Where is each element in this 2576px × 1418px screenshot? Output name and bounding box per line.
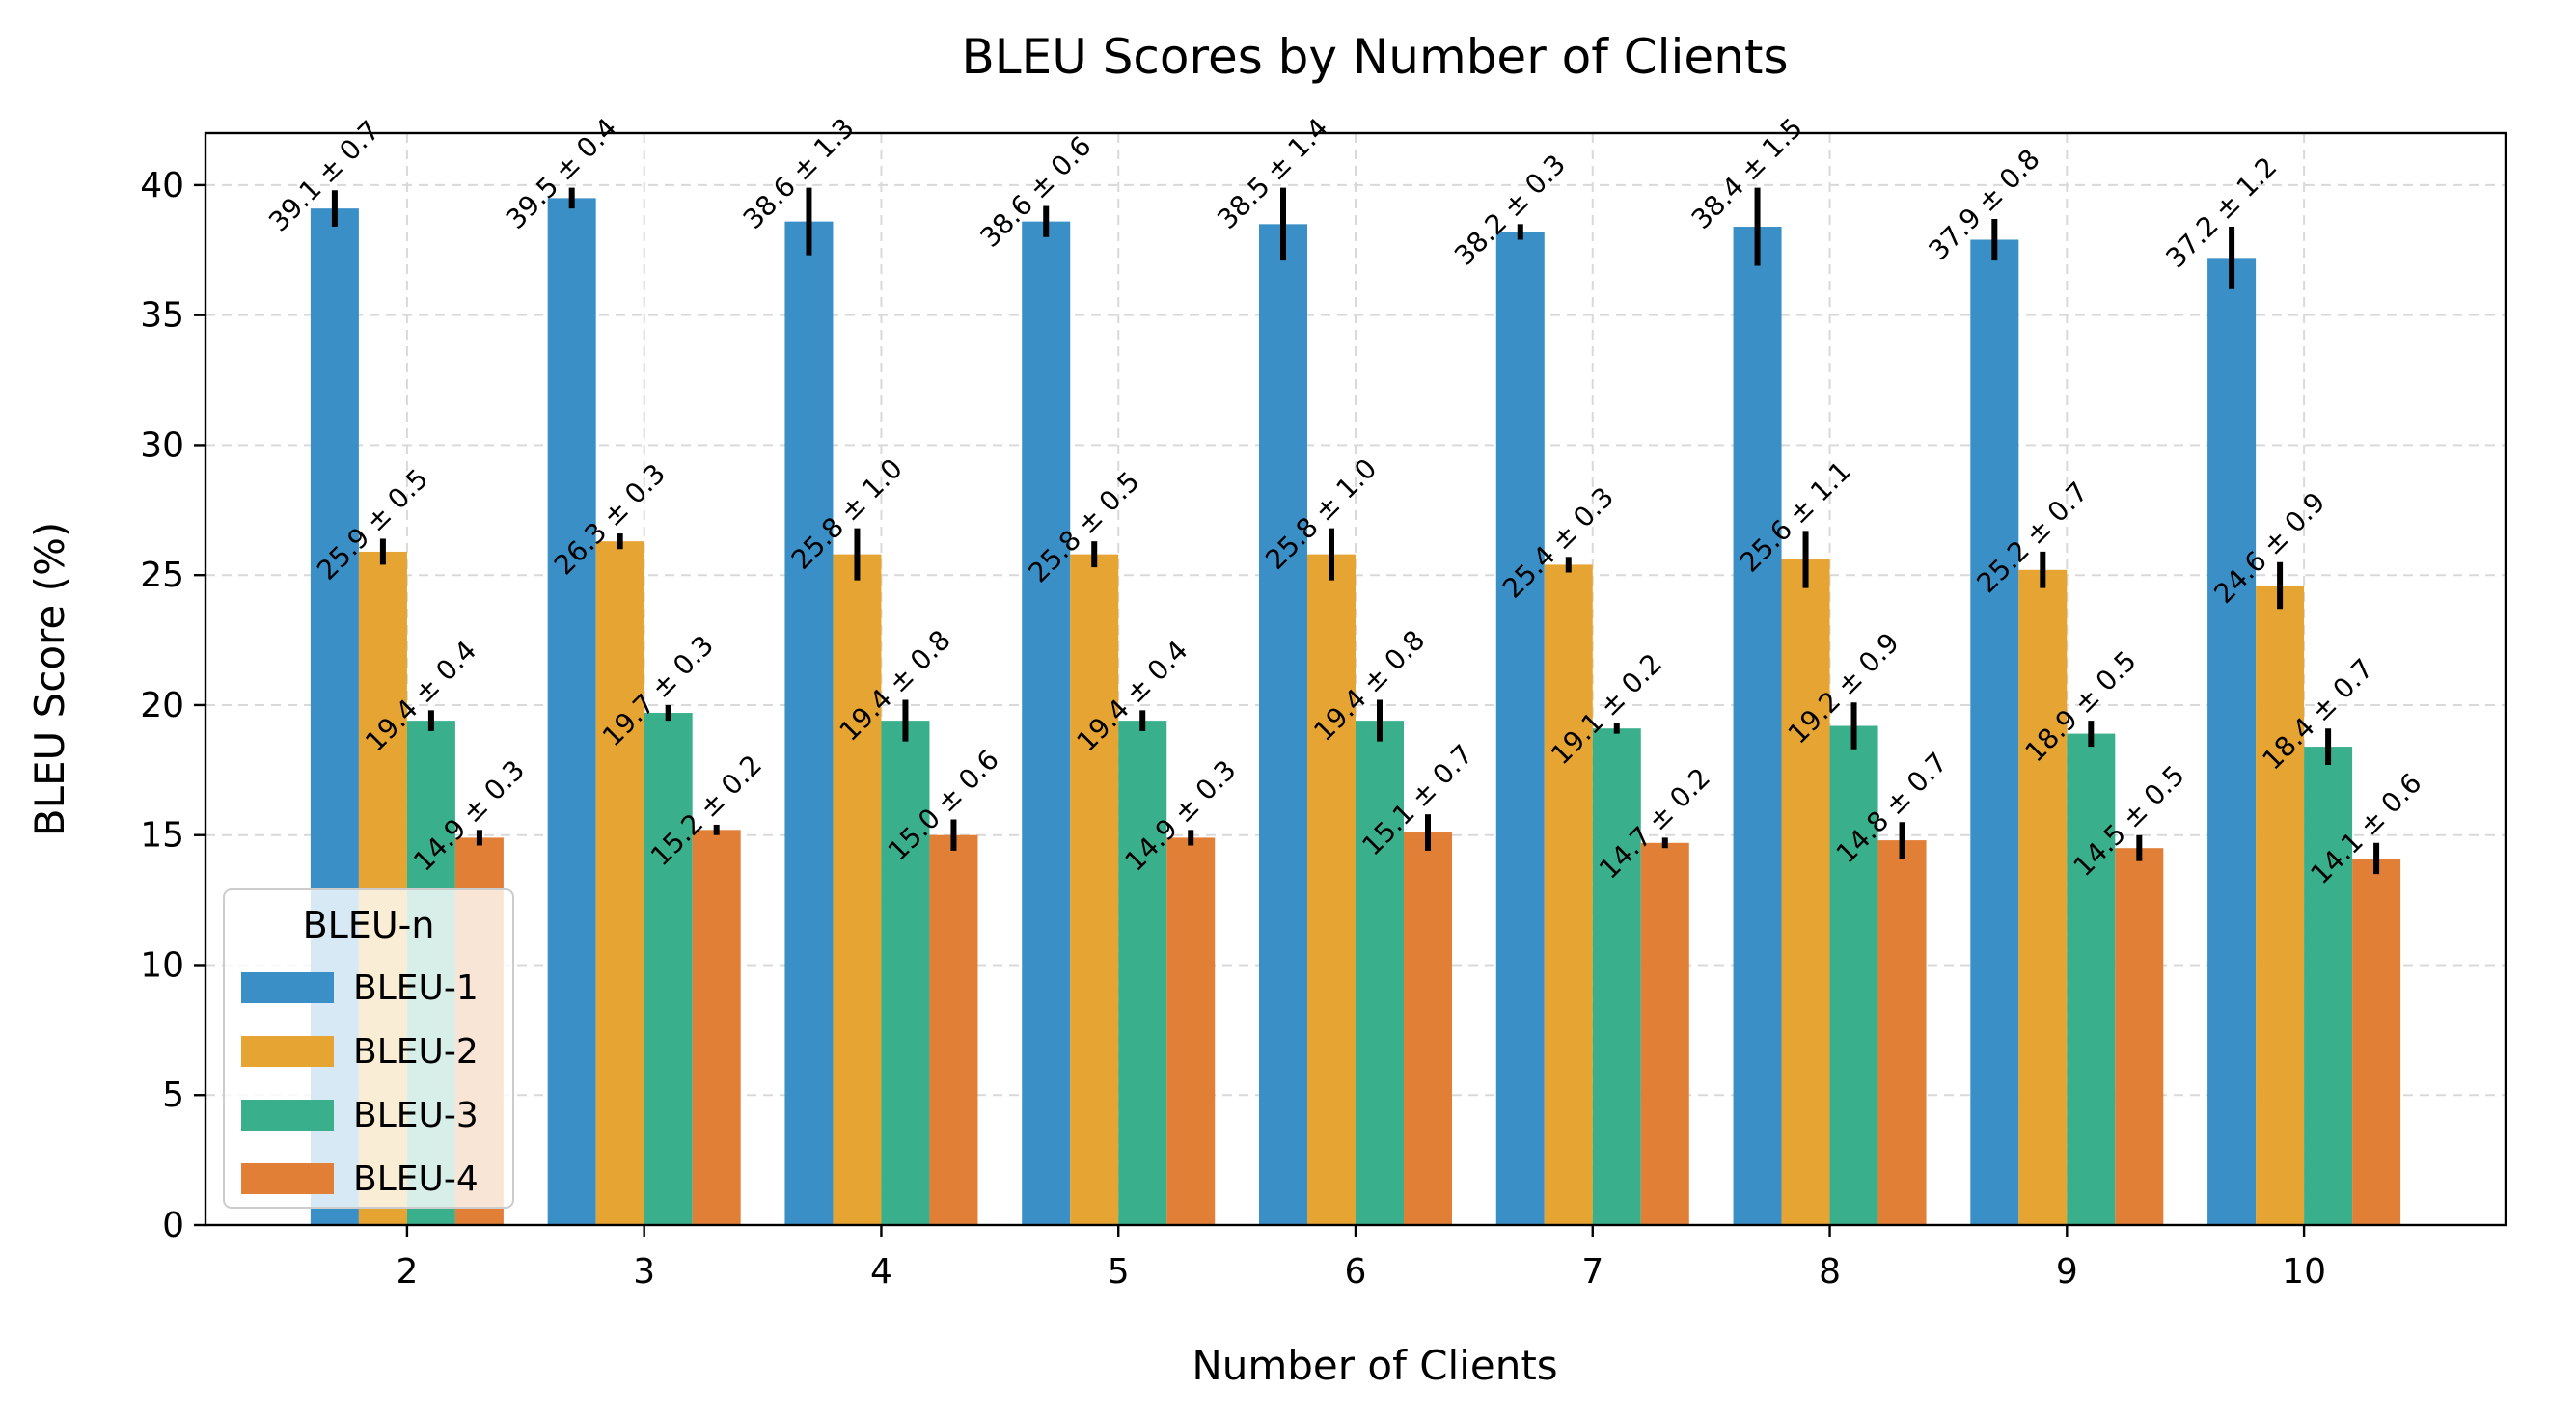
bar — [1592, 728, 1641, 1225]
y-tick-label: 35 — [140, 296, 184, 336]
bar — [1259, 224, 1307, 1225]
data-label: 37.2 ± 1.2 — [2159, 150, 2283, 274]
legend-item-label: BLEU-2 — [353, 1032, 479, 1072]
bar — [833, 554, 882, 1225]
x-tick-label: 4 — [870, 1252, 892, 1292]
x-tick-label: 9 — [2056, 1252, 2078, 1292]
x-axis-label: Number of Clients — [1192, 1342, 1557, 1389]
x-axis: 2 3 4 5 6 7 8 9 10 — [396, 1225, 2326, 1292]
x-tick-label: 8 — [1819, 1252, 1841, 1292]
legend-swatch — [241, 1100, 334, 1131]
x-tick-label: 6 — [1345, 1252, 1367, 1292]
bar — [1733, 227, 1782, 1225]
y-axis: 0 5 10 15 20 25 30 35 40 — [140, 166, 206, 1245]
legend: BLEU-n BLEU-1 BLEU-2 BLEU-3 BLEU-4 — [223, 888, 514, 1209]
y-tick-label: 0 — [162, 1206, 184, 1245]
bar — [692, 830, 741, 1225]
bar — [1829, 725, 1878, 1225]
bar — [2304, 747, 2353, 1225]
bar — [1070, 554, 1119, 1225]
bar — [2256, 585, 2305, 1225]
y-tick-label: 25 — [140, 556, 184, 595]
bar — [547, 198, 596, 1225]
bar — [1544, 564, 1593, 1225]
bar — [595, 541, 644, 1225]
bar — [1970, 239, 2019, 1225]
data-label: 38.5 ± 1.4 — [1211, 112, 1334, 235]
chart-title: BLEU Scores by Number of Clients — [961, 29, 1788, 85]
y-tick-label: 30 — [140, 425, 184, 465]
y-tick-label: 20 — [140, 686, 184, 725]
legend-item-label: BLEU-1 — [353, 968, 479, 1008]
bar — [784, 221, 834, 1226]
bar — [1307, 554, 1356, 1225]
y-tick-label: 40 — [140, 166, 184, 205]
data-label: 38.6 ± 1.3 — [737, 112, 861, 235]
error-bars — [331, 187, 2380, 875]
bar — [2018, 569, 2068, 1225]
legend-title: BLEU-n — [303, 904, 435, 946]
bar — [1166, 837, 1216, 1225]
x-tick-label: 3 — [633, 1252, 655, 1292]
bar — [929, 834, 978, 1225]
legend-swatch — [241, 1036, 334, 1067]
legend-item-label: BLEU-4 — [353, 1159, 479, 1199]
bar — [2207, 258, 2257, 1225]
bar — [1022, 221, 1071, 1226]
x-tick-label: 7 — [1581, 1252, 1603, 1292]
bar — [1356, 721, 1404, 1225]
bar — [1640, 842, 1689, 1225]
bar — [1118, 721, 1167, 1225]
bar — [1877, 840, 1927, 1225]
bar — [881, 721, 930, 1225]
y-tick-label: 5 — [162, 1076, 184, 1115]
legend-item-label: BLEU-3 — [353, 1096, 479, 1135]
bar — [1404, 832, 1452, 1225]
y-axis-label: BLEU Score (%) — [26, 522, 73, 837]
y-tick-label: 10 — [140, 945, 184, 985]
x-tick-label: 2 — [396, 1252, 418, 1292]
bar — [1781, 559, 1830, 1225]
bar — [2352, 858, 2401, 1225]
legend-swatch — [241, 1163, 334, 1194]
data-label: 38.4 ± 1.5 — [1685, 112, 1809, 235]
bar — [1495, 232, 1545, 1225]
x-tick-label: 10 — [2282, 1252, 2326, 1292]
bar — [644, 713, 693, 1225]
bar — [2067, 733, 2116, 1225]
x-tick-label: 5 — [1108, 1252, 1130, 1292]
y-tick-label: 15 — [140, 816, 184, 856]
legend-swatch — [241, 972, 334, 1003]
bar — [2115, 848, 2164, 1225]
